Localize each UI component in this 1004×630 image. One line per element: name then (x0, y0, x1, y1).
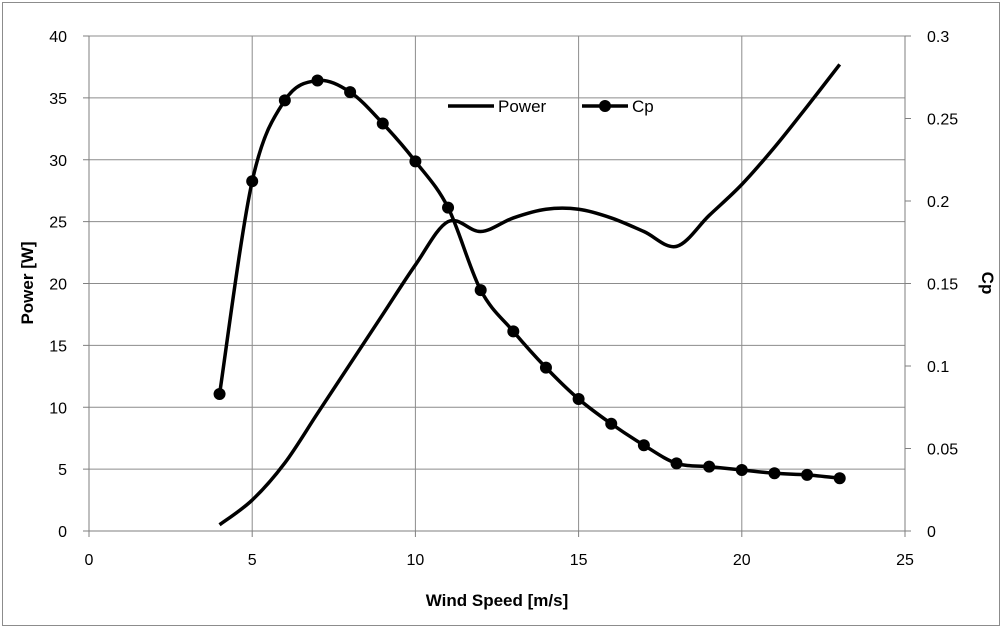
cp-data-point (703, 460, 716, 473)
legend-cp-label: Cp (632, 97, 654, 116)
cp-data-point (409, 155, 422, 168)
cp-data-point (507, 325, 520, 338)
legend-cp-marker (599, 100, 611, 112)
cp-data-point (442, 201, 455, 214)
x-tick-label: 15 (570, 552, 588, 569)
cp-data-point (801, 468, 814, 481)
cp-data-point (768, 467, 781, 480)
y-axis-title: Power [W] (18, 241, 37, 324)
y-tick-label: 40 (49, 29, 67, 46)
cp-data-point (311, 74, 324, 87)
y-tick-label: 10 (49, 400, 67, 417)
x-tick-label: 5 (248, 552, 257, 569)
y2-tick-label: 0.15 (927, 277, 958, 294)
y2-tick-label: 0.1 (927, 359, 949, 376)
power-series-line (218, 63, 842, 527)
cp-data-point (539, 361, 552, 374)
gridlines (89, 35, 905, 531)
y2-tick-label: 0.2 (927, 194, 949, 211)
cp-data-point (572, 393, 585, 405)
x-tick-label: 0 (85, 552, 94, 569)
y2-tick-label: 0.05 (927, 442, 958, 459)
x-tick-label: 20 (733, 552, 751, 569)
cp-data-point (833, 472, 846, 485)
axes (83, 35, 911, 537)
series (213, 63, 846, 527)
cp-data-point (474, 284, 487, 297)
cp-data-point (344, 86, 357, 99)
x-tick-label: 25 (896, 552, 914, 569)
cp-data-point (605, 417, 618, 430)
cp-data-point (637, 439, 650, 452)
y-tick-label: 35 (49, 91, 67, 108)
x-axis-title: Wind Speed [m/s] (426, 591, 568, 610)
y-tick-label: 30 (49, 153, 67, 170)
y-tick-label: 15 (49, 338, 67, 355)
legend-power-label: Power (498, 97, 547, 116)
x-tick-label: 10 (407, 552, 425, 569)
legend: Power Cp (448, 97, 654, 116)
y-tick-label: 0 (58, 524, 67, 541)
cp-data-point (735, 463, 748, 476)
y2-axis-title: Cp (978, 272, 997, 295)
y2-tick-label: 0 (927, 524, 936, 541)
cp-data-point (670, 457, 683, 470)
y2-tick-label: 0.3 (927, 29, 949, 46)
cp-data-point (278, 94, 291, 107)
tick-labels: 0 5 10 15 20 25 30 35 40 0 0.05 0.1 0.15 0.2 0.25 0.3 0 5… (49, 29, 958, 569)
cp-data-point (246, 175, 259, 188)
y-tick-label: 25 (49, 215, 67, 232)
cp-data-point (376, 117, 389, 130)
cp-data-point (213, 388, 226, 401)
y-tick-label: 20 (49, 277, 67, 294)
y-tick-label: 5 (58, 462, 67, 479)
y2-tick-label: 0.25 (927, 112, 958, 129)
